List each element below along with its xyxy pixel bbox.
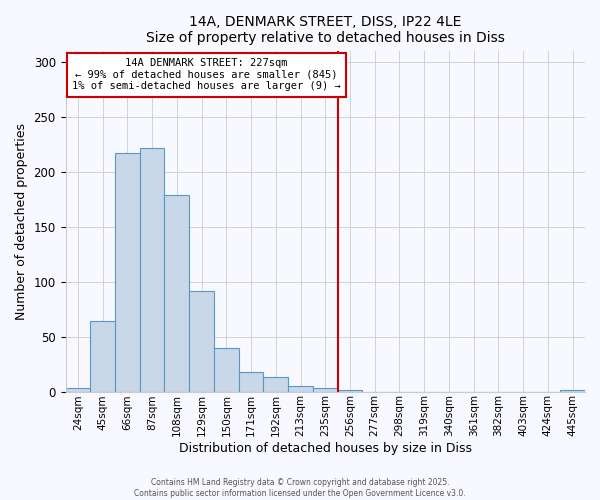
Bar (214, 348, 239, 392)
Bar (338, 390, 362, 392)
Bar (189, 292, 214, 392)
Text: 14A DENMARK STREET: 227sqm
← 99% of detached houses are smaller (845)
1% of semi: 14A DENMARK STREET: 227sqm ← 99% of deta… (72, 58, 341, 92)
Bar (164, 194, 189, 392)
Bar (560, 390, 585, 392)
Bar (313, 388, 338, 392)
Y-axis label: Number of detached properties: Number of detached properties (15, 122, 28, 320)
Bar (288, 386, 313, 392)
X-axis label: Distribution of detached houses by size in Diss: Distribution of detached houses by size … (179, 442, 472, 455)
Title: 14A, DENMARK STREET, DISS, IP22 4LE
Size of property relative to detached houses: 14A, DENMARK STREET, DISS, IP22 4LE Size… (146, 15, 505, 45)
Bar (263, 377, 288, 392)
Bar (239, 372, 263, 392)
Text: Contains HM Land Registry data © Crown copyright and database right 2025.
Contai: Contains HM Land Registry data © Crown c… (134, 478, 466, 498)
Bar (65, 388, 90, 392)
Bar (140, 148, 164, 392)
Bar (115, 153, 140, 392)
Bar (90, 321, 115, 392)
